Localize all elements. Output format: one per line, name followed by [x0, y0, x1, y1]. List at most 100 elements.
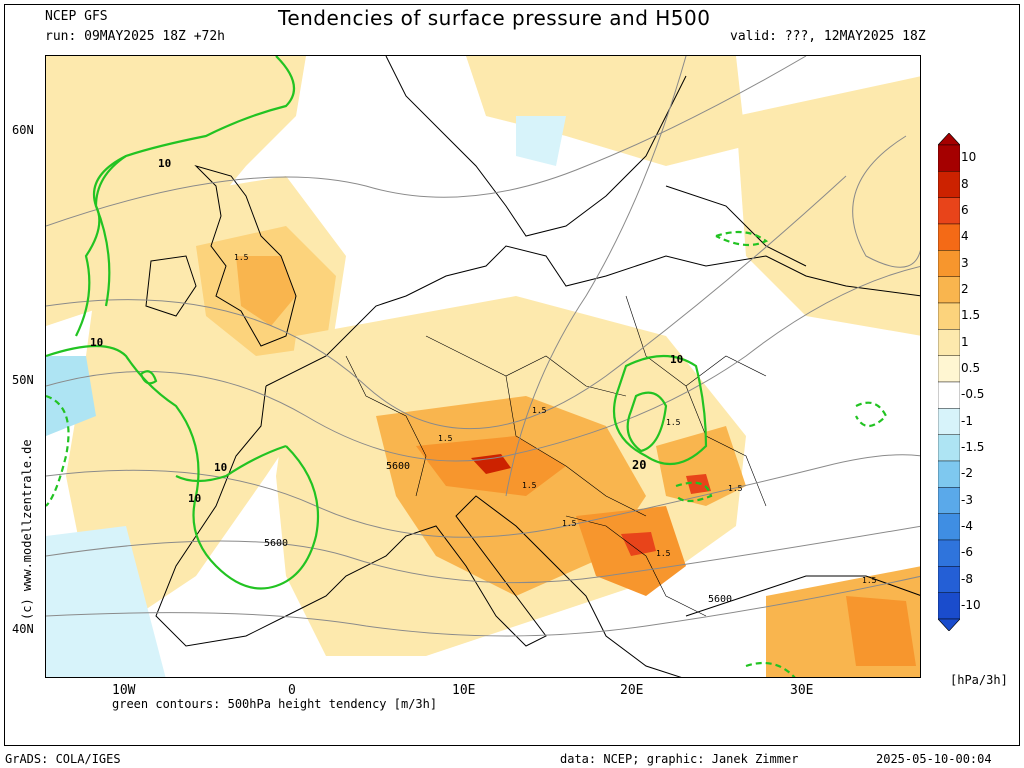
- colorbar-swatch: [938, 434, 960, 462]
- shade-russia: [736, 76, 920, 336]
- contour-label-5600-c: 5600: [708, 594, 733, 605]
- contour-label-10-b: 10: [90, 336, 104, 349]
- colorbar-tick-label: 10: [961, 150, 977, 165]
- pressure-tendency-shading: [46, 56, 920, 677]
- colorbar-swatch: [938, 592, 960, 620]
- tendency-label-9: 1.5: [656, 549, 671, 558]
- colorbar-swatch: [938, 539, 960, 567]
- colorbar-tick-label: -0.5: [961, 387, 985, 402]
- contour-label-10-d: 10: [188, 492, 202, 505]
- colorbar-tick-label: 2: [961, 281, 969, 296]
- contour-6: [46, 575, 920, 637]
- colorbar-arrow-top: [938, 133, 960, 146]
- page-title: Tendencies of surface pressure and H500: [278, 6, 711, 30]
- colorbar-tick-label: -4: [961, 518, 973, 533]
- green-contour-france: [175, 444, 287, 483]
- colorbar-swatch: [938, 329, 960, 356]
- colorbar-tick-label: -6: [961, 545, 973, 560]
- border-central-2: [505, 375, 647, 517]
- green-dashed-romania: [675, 481, 713, 503]
- figure-frame: [4, 4, 1020, 746]
- colorbar-tick-label: -1: [961, 413, 973, 428]
- copyright-text: (c) www.modellzentrale.de: [20, 439, 34, 620]
- contour-label-5600-a: 5600: [386, 461, 411, 472]
- colorbar-swatch: [938, 513, 960, 541]
- green-dashed-biscay: [46, 394, 70, 507]
- coast-north-europe: [265, 245, 920, 387]
- tendency-label-1: 1.5: [234, 253, 249, 262]
- border-east-2: [685, 385, 767, 507]
- colorbar-tick-label: 0.5: [961, 360, 981, 375]
- green-contour-north-1: [75, 56, 296, 337]
- tendency-label-5: 1.5: [522, 481, 537, 490]
- height-tendency-contours: [46, 56, 708, 590]
- tendency-label-2: 1.5: [438, 434, 453, 443]
- tendency-label-6: 1.5: [562, 519, 577, 528]
- lon-label-20e: 20E: [620, 683, 644, 698]
- shade-turkey-max: [846, 596, 916, 666]
- coast-scandinavia: [385, 56, 687, 237]
- colorbar-swatch: [938, 197, 960, 225]
- lat-label-50n: 50N: [12, 373, 34, 387]
- green-contour-west: [46, 344, 320, 590]
- footer-timestamp: 2025-05-10-00:04: [876, 752, 992, 766]
- lon-label-10w: 10W: [112, 683, 136, 698]
- footer-data-credit: data: NCEP; graphic: Janek Zimmer: [560, 752, 799, 766]
- colorbar-swatch: [938, 566, 960, 593]
- colorbar-tick-label: -3: [961, 492, 973, 507]
- contour-label-5600-b: 5600: [264, 538, 289, 549]
- colorbar-swatch: [938, 223, 960, 251]
- h500-contours: [46, 56, 920, 637]
- shade-balkans-max: [621, 532, 656, 556]
- lon-label-10e: 10E: [452, 683, 476, 698]
- colorbar-tick-label: -1.5: [961, 439, 985, 454]
- colorbar-tick-label: 3: [961, 255, 969, 270]
- colorbar-arrow-bottom: [938, 618, 960, 631]
- shade-biscay-negative: [46, 356, 96, 436]
- coast-baltic: [665, 185, 807, 267]
- green-dashed-belarus: [715, 230, 769, 247]
- map-svg: [46, 56, 920, 677]
- colorbar-tick-label: 4: [961, 229, 969, 244]
- colorbar-tick-label: 8: [961, 176, 969, 191]
- lat-label-60n: 60N: [12, 123, 34, 137]
- valid-time: valid: ???, 12MAY2025 18Z: [730, 29, 926, 44]
- green-contour-small-1: [139, 370, 158, 385]
- contour-8: [852, 135, 920, 268]
- coast-black-sea-south: [685, 575, 920, 617]
- shade-norway-negative: [516, 116, 566, 166]
- model-name: NCEP GFS: [45, 9, 108, 24]
- colorbar-tick-label: 1: [961, 334, 969, 349]
- colorbar-swatch: [938, 460, 960, 488]
- colorbar-swatch: [938, 381, 960, 409]
- border-balkans: [565, 515, 707, 617]
- border-central-1: [425, 335, 627, 397]
- coast-great-britain: [194, 164, 297, 347]
- shade-alps-max: [471, 454, 511, 474]
- coastlines: [145, 56, 920, 677]
- tendency-label-8: 1.5: [862, 576, 877, 585]
- lon-label-30e: 30E: [790, 683, 814, 698]
- colorbar-tick-label: 1.5: [961, 308, 981, 323]
- contour-label-10-a: 10: [158, 157, 172, 170]
- coast-ireland: [145, 255, 197, 317]
- colorbar-swatch: [938, 355, 960, 383]
- weather-map: 10 10 10 10 10 20 5600 5600 5600 1.5 1.5…: [45, 55, 921, 678]
- contour-3: [46, 265, 920, 462]
- contour-label-10-c: 10: [214, 461, 228, 474]
- lon-label-0: 0: [288, 683, 296, 698]
- colorbar-tick-label: -10: [961, 597, 981, 612]
- colorbar: [938, 133, 960, 631]
- contour-1: [46, 56, 807, 227]
- shade-scandinavia: [466, 56, 746, 166]
- tendency-label-7: 1.5: [728, 484, 743, 493]
- green-dashed-ukraine: [855, 401, 888, 428]
- contour-5: [46, 525, 920, 584]
- shade-atlantic-south: [46, 526, 166, 677]
- colorbar-tick-label: -2: [961, 466, 973, 481]
- contour-label-10-e: 10: [670, 353, 684, 366]
- contour-2: [46, 175, 847, 430]
- green-contour-caption: green contours: 500hPa height tendency […: [112, 697, 438, 711]
- tendency-label-4: 1.5: [666, 418, 681, 427]
- colorbar-swatch: [938, 487, 960, 514]
